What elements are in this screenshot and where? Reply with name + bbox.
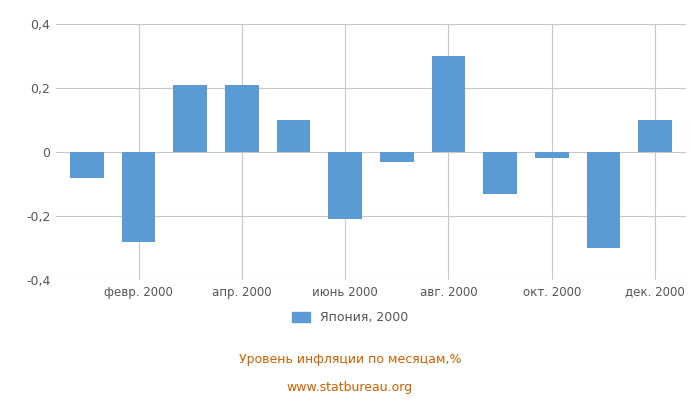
Bar	[380, 152, 414, 162]
Bar	[432, 56, 466, 152]
Bar	[587, 152, 620, 248]
Bar	[122, 152, 155, 242]
Bar	[328, 152, 362, 219]
Bar	[535, 152, 568, 158]
Text: Уровень инфляции по месяцам,%: Уровень инфляции по месяцам,%	[239, 354, 461, 366]
Bar	[276, 120, 310, 152]
Bar	[225, 85, 259, 152]
Bar	[174, 85, 207, 152]
Bar	[483, 152, 517, 194]
Legend: Япония, 2000: Япония, 2000	[286, 306, 414, 329]
Bar	[638, 120, 672, 152]
Text: www.statbureau.org: www.statbureau.org	[287, 382, 413, 394]
Bar	[70, 152, 104, 178]
